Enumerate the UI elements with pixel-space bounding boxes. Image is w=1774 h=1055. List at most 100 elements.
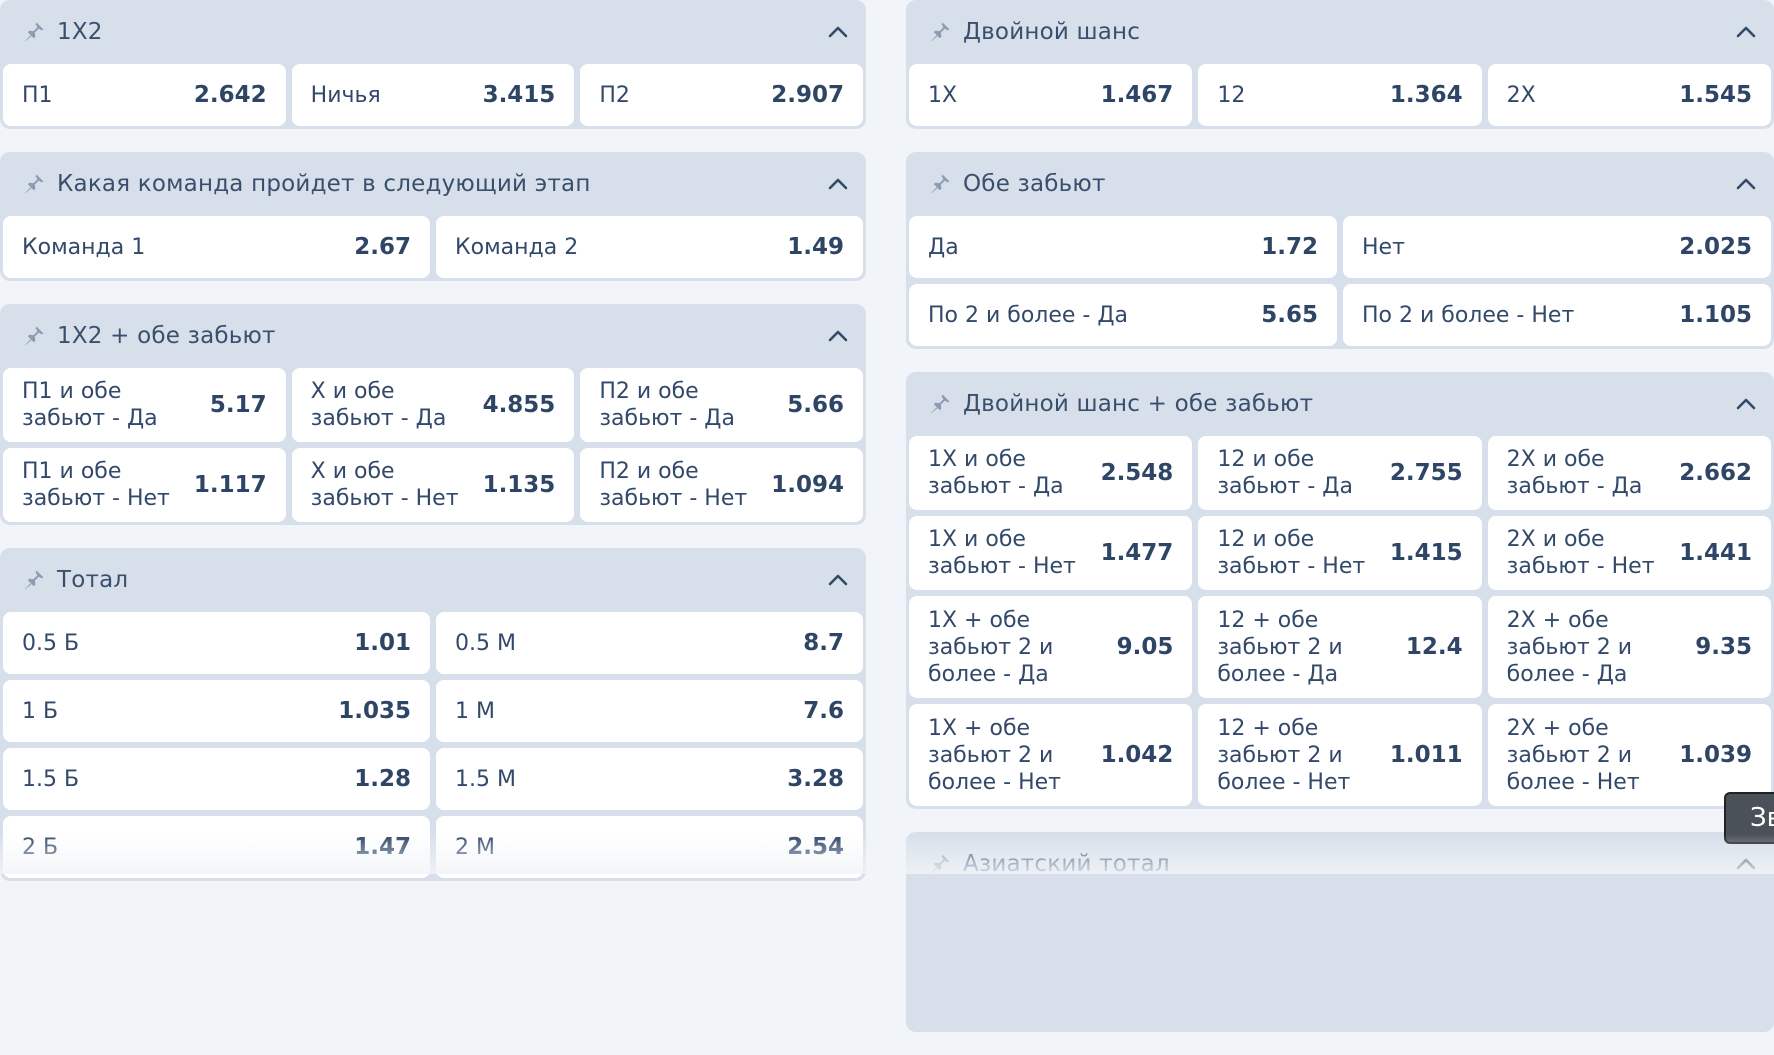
pin-icon[interactable] — [19, 321, 49, 351]
odds-label: 1.5 Б — [22, 766, 80, 792]
odds-cell[interactable]: 2X и обе забьют - Нет 1.441 — [1487, 516, 1771, 590]
odds-cell[interactable]: 1.5 Б 1.28 — [3, 748, 430, 810]
odds-label: 12 и обе забьют - Да — [1217, 447, 1353, 499]
pin-icon[interactable] — [19, 565, 49, 595]
chevron-up-icon[interactable] — [825, 567, 851, 593]
odds-cell[interactable]: 1 М 7.6 — [436, 680, 863, 742]
market-title: Двойной шанс + обе забьют — [963, 391, 1314, 417]
odds-cell[interactable]: 1X + обе забьют 2 и более - Нет 1.042 — [909, 704, 1193, 806]
odds-cell[interactable]: По 2 и более - Нет 1.105 — [1343, 284, 1771, 346]
odds-cell[interactable]: 2 Б 1.47 — [3, 816, 430, 878]
odds-value: 2.755 — [1389, 460, 1463, 486]
odds-label: 0.5 Б — [22, 630, 80, 656]
odds-cell[interactable]: X и обе забьют - Нет 1.135 — [291, 448, 575, 522]
market-header[interactable]: Азиатский тотал — [909, 832, 1771, 896]
odds-cell[interactable]: П2 и обе забьют - Нет 1.094 — [580, 448, 863, 522]
odds-grid: Да 1.72 Нет 2.025 По 2 и более - Да 5.65 По 2 … — [909, 216, 1771, 346]
market-header[interactable]: Двойной шанс — [909, 0, 1771, 64]
odds-cell[interactable]: 2X + обе забьют 2 и более - Да 9.35 — [1487, 596, 1771, 698]
odds-value: 1.441 — [1679, 540, 1752, 566]
odds-cell[interactable]: П2 и обе забьют - Да 5.66 — [580, 368, 863, 442]
odds-cell[interactable]: П1 2.642 — [3, 64, 286, 126]
odds-value: 1.117 — [193, 472, 267, 498]
odds-label: Команда 1 — [22, 234, 146, 260]
chevron-up-icon[interactable] — [1733, 391, 1759, 417]
odds-cell[interactable]: 12 + обе забьют 2 и более - Нет 1.011 — [1198, 704, 1482, 806]
odds-value: 3.28 — [787, 766, 844, 792]
odds-cell[interactable]: 1 Б 1.035 — [3, 680, 430, 742]
odds-cell[interactable]: Нет 2.025 — [1343, 216, 1771, 278]
market-panel: 1X2 + обе забьют П1 и обе забьют - Да 5.17… — [0, 304, 866, 525]
odds-cell[interactable]: Команда 2 1.49 — [436, 216, 863, 278]
odds-label: 2X и обе забьют - Нет — [1506, 527, 1655, 579]
odds-cell[interactable]: 2X и обе забьют - Да 2.662 — [1487, 436, 1771, 510]
pin-icon[interactable] — [925, 169, 955, 199]
odds-label: 12 — [1217, 82, 1246, 108]
market-header[interactable]: Двойной шанс + обе забьют — [909, 372, 1771, 436]
odds-cell[interactable]: 12 и обе забьют - Да 2.755 — [1198, 436, 1482, 510]
odds-value: 2.548 — [1100, 460, 1174, 486]
chevron-up-icon[interactable] — [825, 323, 851, 349]
odds-label: 1X и обе забьют - Нет — [928, 527, 1076, 579]
odds-value: 2.907 — [771, 82, 844, 108]
market-panel: Обе забьют Да 1.72 Нет 2.025 По 2 и более - Д… — [906, 152, 1774, 349]
tooltip-text: Зв — [1750, 803, 1774, 833]
odds-label: X и обе забьют - Нет — [310, 459, 459, 511]
chevron-up-icon[interactable] — [825, 171, 851, 197]
odds-cell[interactable]: Да 1.72 — [909, 216, 1337, 278]
odds-cell[interactable]: П1 и обе забьют - Нет 1.117 — [3, 448, 286, 522]
odds-cell[interactable]: Команда 1 2.67 — [3, 216, 430, 278]
odds-value: 1.135 — [482, 472, 556, 498]
pin-icon[interactable] — [925, 17, 955, 47]
odds-value: 8.7 — [803, 630, 844, 656]
odds-value: 9.35 — [1695, 634, 1752, 660]
odds-label: 1X + обе забьют 2 и более - Нет — [928, 715, 1061, 795]
floating-tooltip[interactable]: Зв — [1724, 792, 1774, 844]
odds-cell[interactable]: П2 2.907 — [580, 64, 863, 126]
odds-value: 1.035 — [338, 698, 411, 724]
chevron-up-icon[interactable] — [825, 19, 851, 45]
pin-icon[interactable] — [19, 17, 49, 47]
market-header[interactable]: Тотал — [3, 548, 863, 612]
chevron-up-icon[interactable] — [1733, 19, 1759, 45]
odds-label: 1.5 М — [455, 766, 516, 792]
odds-label: 12 + обе забьют 2 и более - Нет — [1217, 715, 1351, 795]
odds-value: 5.17 — [209, 392, 267, 418]
odds-cell[interactable]: 12 и обе забьют - Нет 1.415 — [1198, 516, 1482, 590]
odds-cell[interactable]: X и обе забьют - Да 4.855 — [291, 368, 575, 442]
market-header[interactable]: Какая команда пройдет в следующий этап — [3, 152, 863, 216]
odds-cell[interactable]: 12 1.364 — [1198, 64, 1482, 126]
market-header[interactable]: Обе забьют — [909, 152, 1771, 216]
odds-cell[interactable]: 2X 1.545 — [1487, 64, 1771, 126]
odds-cell[interactable]: Ничья 3.415 — [291, 64, 575, 126]
odds-cell[interactable]: По 2 и более - Да 5.65 — [909, 284, 1337, 346]
odds-cell[interactable]: 1X и обе забьют - Нет 1.477 — [909, 516, 1193, 590]
market-header[interactable]: 1X2 + обе забьют — [3, 304, 863, 368]
odds-cell[interactable]: 1X 1.467 — [909, 64, 1193, 126]
chevron-up-icon[interactable] — [1733, 851, 1759, 877]
odds-label: По 2 и более - Да — [928, 302, 1129, 328]
odds-cell[interactable]: 0.5 М 8.7 — [436, 612, 863, 674]
market-panel: Какая команда пройдет в следующий этап Ко… — [0, 152, 866, 281]
odds-cell[interactable]: 0.5 Б 1.01 — [3, 612, 430, 674]
odds-value: 1.364 — [1389, 82, 1463, 108]
odds-value: 1.415 — [1389, 540, 1463, 566]
pin-icon[interactable] — [19, 169, 49, 199]
odds-cell[interactable]: 1X и обе забьют - Да 2.548 — [909, 436, 1193, 510]
odds-label: П2 — [599, 82, 630, 108]
market-header[interactable]: 1X2 — [3, 0, 863, 64]
chevron-up-icon[interactable] — [1733, 171, 1759, 197]
odds-cell[interactable]: 2 М 2.54 — [436, 816, 863, 878]
odds-cell[interactable]: 1X + обе забьют 2 и более - Да 9.05 — [909, 596, 1193, 698]
odds-value: 1.105 — [1679, 302, 1752, 328]
odds-cell[interactable]: П1 и обе забьют - Да 5.17 — [3, 368, 286, 442]
odds-cell[interactable]: 12 + обе забьют 2 и более - Да 12.4 — [1198, 596, 1482, 698]
odds-label: П2 и обе забьют - Да — [599, 379, 735, 431]
odds-label: 2X + обе забьют 2 и более - Да — [1506, 607, 1632, 687]
odds-grid: 1X и обе забьют - Да 2.548 12 и обе забьют… — [909, 436, 1771, 806]
odds-value: 2.662 — [1679, 460, 1752, 486]
odds-cell[interactable]: 1.5 М 3.28 — [436, 748, 863, 810]
odds-cell[interactable]: 2X + обе забьют 2 и более - Нет 1.039 — [1487, 704, 1771, 806]
pin-icon[interactable] — [925, 389, 955, 419]
pin-icon[interactable] — [925, 849, 955, 879]
